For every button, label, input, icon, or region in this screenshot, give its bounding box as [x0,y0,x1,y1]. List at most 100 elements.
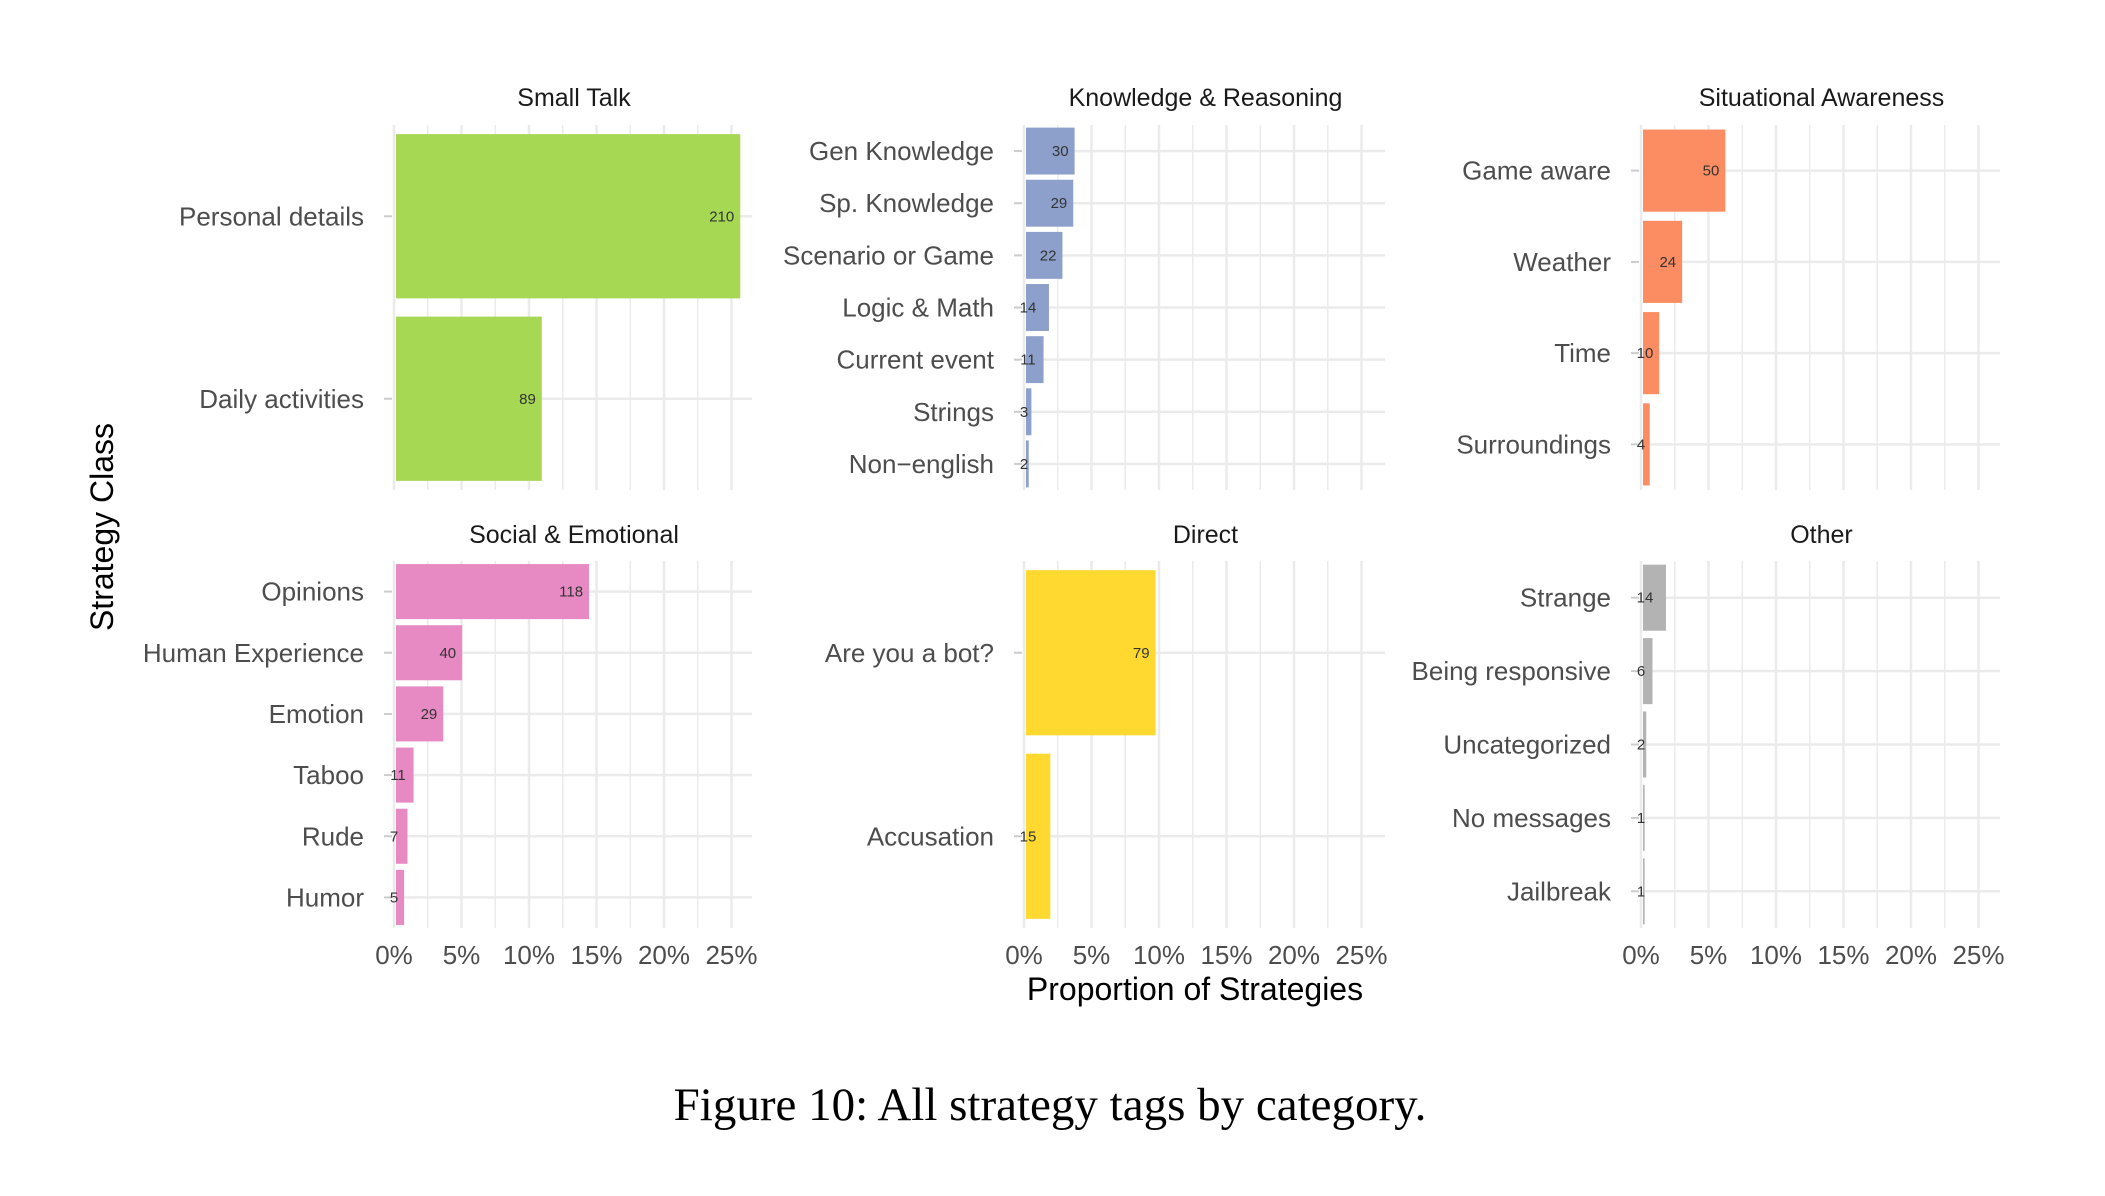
figure-caption: Figure 10: All strategy tags by category… [674,1079,1427,1131]
facet-panel: Small Talk Personal details 210 Daily activ… [179,84,752,490]
category-label: Strings [913,397,994,427]
bar-count-label: 79 [1133,645,1150,662]
category-label: Uncategorized [1443,730,1611,760]
bar [1026,336,1044,384]
x-tick-label: 20% [1268,940,1320,970]
bar-count-label: 14 [1020,300,1037,317]
bar-count-label: 22 [1040,247,1057,264]
facet-title: Knowledge & Reasoning [1069,84,1343,112]
bar-count-label: 7 [390,828,398,845]
bar [1026,231,1063,279]
bar [1026,284,1049,331]
bar-count-label: 118 [559,584,583,601]
category-label: Jailbreak [1507,876,1612,906]
bar-count-label: 3 [1020,404,1028,421]
category-label: Personal details [179,201,364,231]
bar-count-label: 2 [1020,456,1028,473]
bar [1026,127,1075,175]
bar [1026,440,1029,488]
x-tick-label: 10% [503,940,555,970]
x-tick-label: 0% [1005,940,1043,970]
bar [396,808,408,864]
bar [1643,564,1666,631]
bar-count-label: 6 [1637,663,1645,680]
x-axis-title: Proportion of Strategies [1027,971,1363,1007]
facet-title: Direct [1173,521,1238,549]
bar [396,625,463,681]
bar [396,686,444,742]
category-label: Gen Knowledge [809,136,994,166]
bar [1643,638,1653,705]
y-axis-title: Strategy Class [84,423,120,631]
category-label: Are you a bot? [825,638,994,668]
category-label: No messages [1452,803,1611,833]
bar [1643,403,1650,486]
facet-panel: Knowledge & Reasoning Gen Knowledge 30 Sp. … [783,84,1385,490]
bar-count-label: 29 [1051,195,1068,212]
x-tick-label: 10% [1133,940,1185,970]
bar-count-label: 24 [1659,254,1676,271]
bar [1643,858,1645,925]
bar [396,316,542,481]
bar [1643,312,1660,395]
category-label: Being responsive [1412,656,1611,686]
bar [1026,388,1032,436]
category-label: Daily activities [199,384,364,414]
x-tick-label: 15% [1200,940,1252,970]
bar-count-label: 210 [709,208,734,225]
facet-title: Social & Emotional [469,521,679,549]
x-tick-label: 15% [570,940,622,970]
x-tick-label: 20% [1885,940,1937,970]
bar-count-label: 15 [1020,828,1037,845]
category-label: Accusation [867,821,994,851]
category-label: Game aware [1462,156,1611,186]
category-label: Scenario or Game [783,240,994,270]
bar [1026,179,1074,227]
facet-title: Small Talk [517,84,631,112]
x-tick-label: 20% [638,940,690,970]
bar [1643,784,1645,851]
bar [1643,711,1647,778]
facet-panel: Other Strange 14 Being responsive 6 Uncategor… [1412,521,2005,970]
bar-count-label: 89 [519,391,536,408]
category-label: Taboo [293,760,364,790]
bar-count-label: 30 [1052,143,1069,160]
bar [1026,570,1156,736]
category-label: Rude [302,821,364,851]
facet-title: Other [1790,521,1853,549]
bar [396,869,405,925]
x-tick-label: 0% [1622,940,1660,970]
bar [1643,220,1683,303]
category-label: Time [1554,338,1611,368]
bar-count-label: 11 [390,767,406,784]
bar [396,564,590,620]
category-label: Human Experience [143,638,364,668]
bar-count-label: 10 [1637,345,1654,362]
bar-count-label: 11 [1020,352,1036,369]
bar-count-label: 1 [1637,810,1645,827]
facet-title: Situational Awareness [1699,84,1945,112]
category-label: Current event [836,345,994,375]
category-label: Emotion [269,699,364,729]
x-tick-label: 5% [1073,940,1111,970]
bar-count-label: 50 [1703,163,1720,180]
bar-count-label: 2 [1637,737,1645,754]
category-label: Surroundings [1456,429,1611,459]
facet-panel: Direct Are you a bot? 79 Accusation 15 0% 5% 10… [825,521,1388,970]
category-label: Non−english [849,449,994,479]
bar [1026,753,1051,919]
category-label: Humor [286,882,364,912]
x-tick-label: 5% [443,940,481,970]
bar [396,134,741,299]
bar-count-label: 4 [1637,436,1645,453]
bar-count-label: 14 [1637,590,1654,607]
x-tick-label: 5% [1690,940,1728,970]
bar-count-label: 5 [390,889,398,906]
x-tick-label: 25% [705,940,757,970]
category-label: Strange [1520,583,1611,613]
category-label: Opinions [261,577,364,607]
category-label: Logic & Math [842,293,994,323]
bar [1643,129,1726,212]
